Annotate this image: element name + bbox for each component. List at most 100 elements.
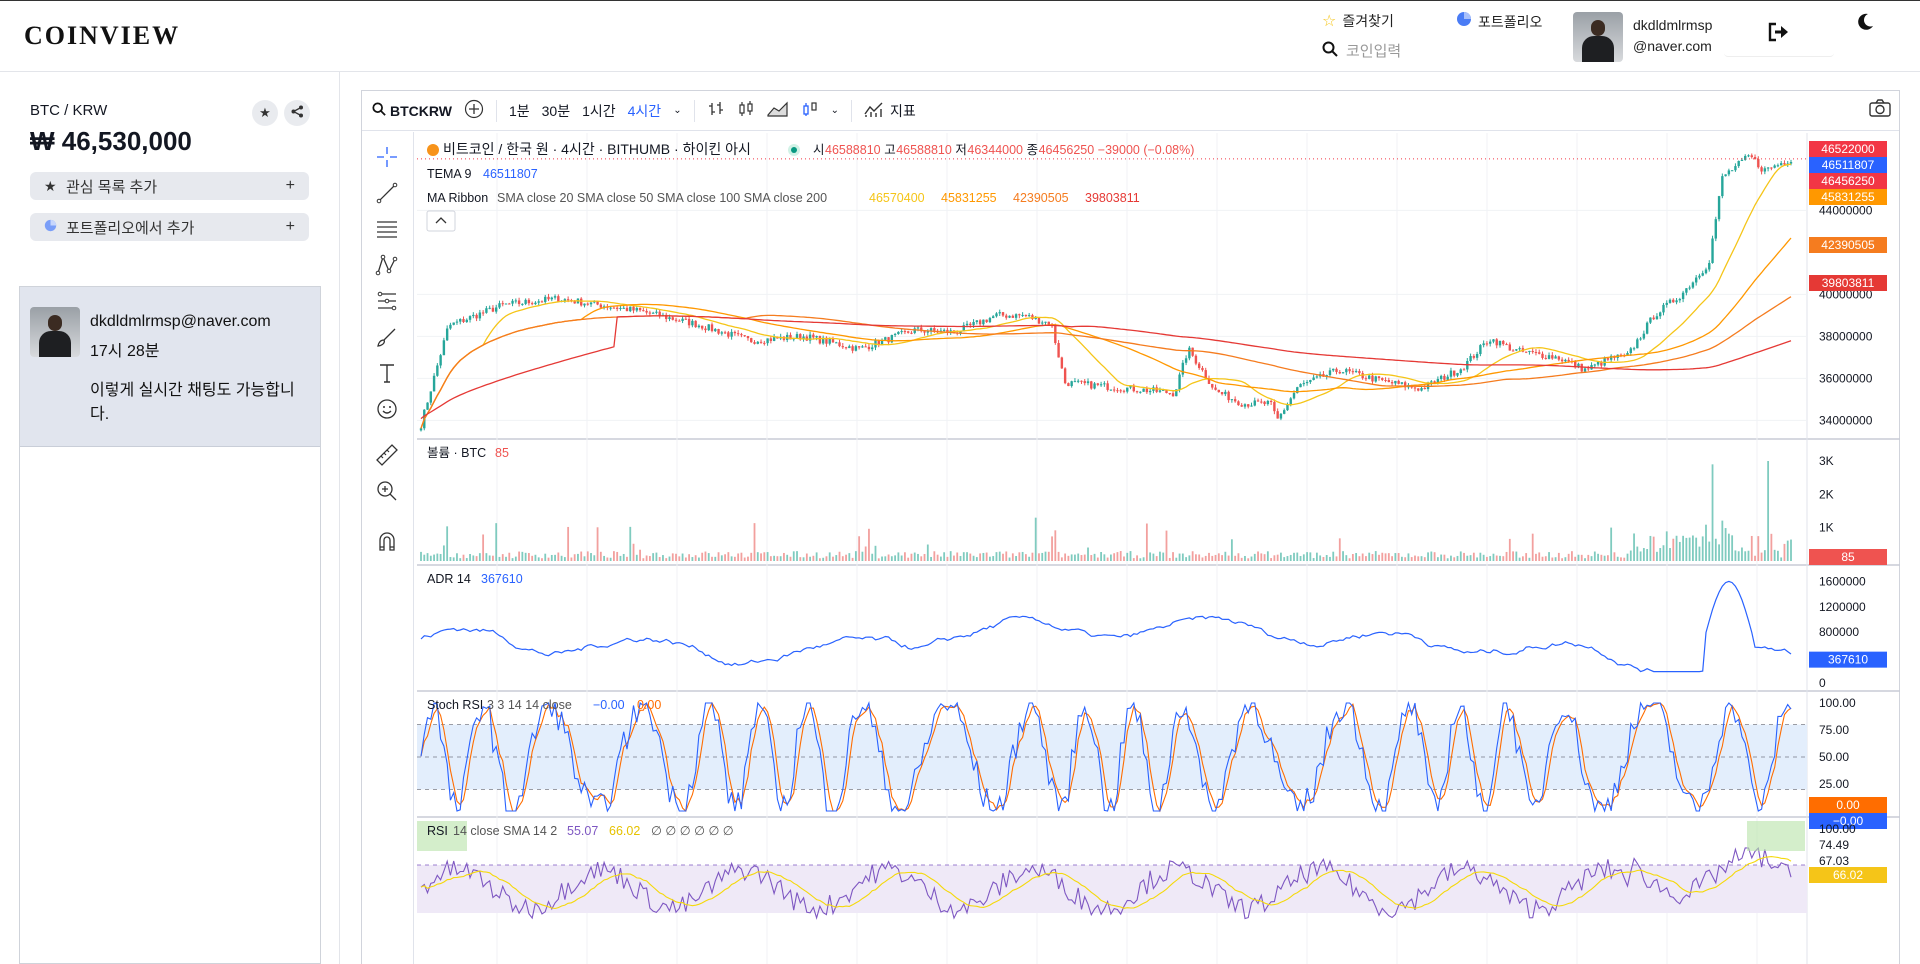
volume-bar bbox=[1371, 554, 1374, 561]
volume-bar bbox=[1639, 551, 1642, 561]
brush-tool[interactable] bbox=[374, 326, 400, 352]
volume-bar bbox=[570, 557, 573, 561]
search-input[interactable] bbox=[1346, 42, 1536, 60]
fib-tool[interactable] bbox=[374, 218, 400, 244]
interval-4h[interactable]: 4시간 bbox=[627, 102, 662, 119]
candle-body bbox=[583, 303, 586, 306]
volume-bar bbox=[1221, 555, 1223, 561]
candle-body bbox=[720, 332, 724, 334]
volume-bar bbox=[887, 554, 890, 561]
candle-body bbox=[1515, 349, 1518, 351]
interval-dropdown[interactable]: ⌄ bbox=[667, 91, 687, 131]
candle-body bbox=[1273, 401, 1276, 412]
indicators-button[interactable]: 지표 bbox=[858, 91, 922, 131]
theme-toggle[interactable] bbox=[1856, 13, 1874, 37]
candle-body bbox=[743, 335, 746, 337]
adr-badge-bg bbox=[1809, 651, 1887, 668]
bar-chart-type-button[interactable] bbox=[701, 91, 731, 131]
candle-chart-type-button[interactable] bbox=[731, 91, 761, 131]
volume-bar bbox=[583, 556, 586, 561]
emoji-tool[interactable] bbox=[374, 398, 400, 424]
volume-bar bbox=[1682, 535, 1685, 561]
volume-bar bbox=[1580, 554, 1583, 561]
volume-bar bbox=[939, 556, 942, 561]
candle-body bbox=[635, 308, 638, 311]
zoom-tool[interactable] bbox=[374, 480, 400, 506]
volume-bar bbox=[691, 557, 694, 561]
indicators-label: 지표 bbox=[889, 102, 916, 119]
candle-body bbox=[1256, 400, 1260, 402]
coin-search[interactable] bbox=[1314, 37, 1544, 65]
volume-bar bbox=[1217, 553, 1220, 561]
candle-body bbox=[1659, 312, 1662, 317]
left-panel: BTC / KRW ₩ 46,530,000 ★ ★ 관심 목록 추가 + 포트… bbox=[0, 72, 340, 964]
interval-1h[interactable]: 1시간 bbox=[582, 102, 616, 119]
text-tool[interactable] bbox=[374, 362, 400, 388]
user-avatar[interactable] bbox=[1573, 12, 1623, 62]
screenshot-button[interactable] bbox=[1869, 99, 1891, 122]
candle-body bbox=[1054, 325, 1057, 344]
add-watchlist-button[interactable]: ★ 관심 목록 추가 + bbox=[30, 172, 309, 200]
candle-body bbox=[1609, 355, 1613, 360]
portfolio-link[interactable]: 포트폴리오 bbox=[1456, 11, 1542, 32]
symbol-search-button[interactable]: BTCKRW bbox=[362, 91, 458, 131]
share-button[interactable] bbox=[284, 100, 310, 126]
prediction-tool[interactable] bbox=[374, 290, 400, 316]
ohlc-value: 고 bbox=[884, 143, 896, 157]
candle-body bbox=[1606, 358, 1610, 360]
candle-body bbox=[1789, 162, 1793, 164]
volume-bar bbox=[845, 554, 847, 561]
stoch-k-value: −0.00 bbox=[593, 698, 625, 712]
volume-bar bbox=[1606, 555, 1609, 561]
candle-body bbox=[1691, 282, 1695, 288]
candle-body bbox=[1574, 361, 1577, 368]
chart-canvas[interactable]: 4400000040000000380000003600000034000000… bbox=[417, 133, 1900, 964]
favorite-button[interactable]: ★ bbox=[252, 100, 278, 126]
volume-bar bbox=[864, 546, 867, 561]
crosshair-tool[interactable] bbox=[374, 146, 400, 172]
candle-body bbox=[449, 324, 452, 329]
volume-bar bbox=[1551, 557, 1554, 561]
chart-type-dropdown[interactable]: ⌄ bbox=[825, 91, 845, 131]
add-portfolio-button[interactable]: 포트폴리오에서 추가 + bbox=[30, 213, 309, 241]
stoch-d-badge-bg bbox=[1809, 797, 1887, 813]
compare-button[interactable] bbox=[458, 91, 490, 131]
pattern-tool[interactable] bbox=[374, 254, 400, 280]
volume-bar bbox=[622, 553, 625, 561]
heikin-ashi-type-button[interactable] bbox=[795, 91, 825, 131]
volume-bar bbox=[1685, 537, 1688, 561]
crosshair-icon bbox=[375, 145, 399, 174]
volume-bar bbox=[753, 523, 756, 561]
volume-bar bbox=[1646, 549, 1649, 561]
volume-bar bbox=[910, 553, 913, 561]
app-logo[interactable]: COINVIEW bbox=[24, 21, 181, 50]
volume-bar bbox=[1159, 551, 1161, 561]
volume-bar bbox=[1459, 551, 1462, 561]
volume-bar bbox=[1051, 536, 1053, 561]
area-chart-type-button[interactable] bbox=[761, 91, 795, 131]
candle-body bbox=[740, 334, 743, 336]
trend-line-tool[interactable] bbox=[374, 182, 400, 208]
candle-body bbox=[1044, 321, 1047, 323]
volume-bar bbox=[1508, 538, 1511, 561]
candle-body bbox=[1498, 340, 1502, 346]
candle-body bbox=[1665, 302, 1668, 305]
volume-bar bbox=[671, 553, 674, 561]
candle-body bbox=[1547, 355, 1551, 359]
volume-bar bbox=[658, 557, 661, 561]
candle-body bbox=[946, 329, 949, 334]
logout-button[interactable] bbox=[1724, 13, 1834, 57]
candle-body bbox=[1305, 382, 1309, 384]
candle-body bbox=[1168, 393, 1171, 395]
volume-bar bbox=[452, 557, 455, 561]
interval-1m[interactable]: 1분 bbox=[508, 102, 530, 119]
ma-ribbon-value: 42390505 bbox=[1013, 191, 1069, 205]
price-badge: 46511807 bbox=[1809, 157, 1887, 173]
interval-30m[interactable]: 30분 bbox=[541, 102, 571, 119]
measure-tool[interactable] bbox=[374, 443, 400, 470]
magnet-tool[interactable] bbox=[374, 530, 400, 556]
rsi-label: RSI bbox=[427, 824, 448, 838]
favorites-link[interactable]: ☆ 즐겨찾기 bbox=[1322, 11, 1394, 31]
volume-bar bbox=[1204, 555, 1207, 561]
candle-body bbox=[1119, 390, 1122, 392]
